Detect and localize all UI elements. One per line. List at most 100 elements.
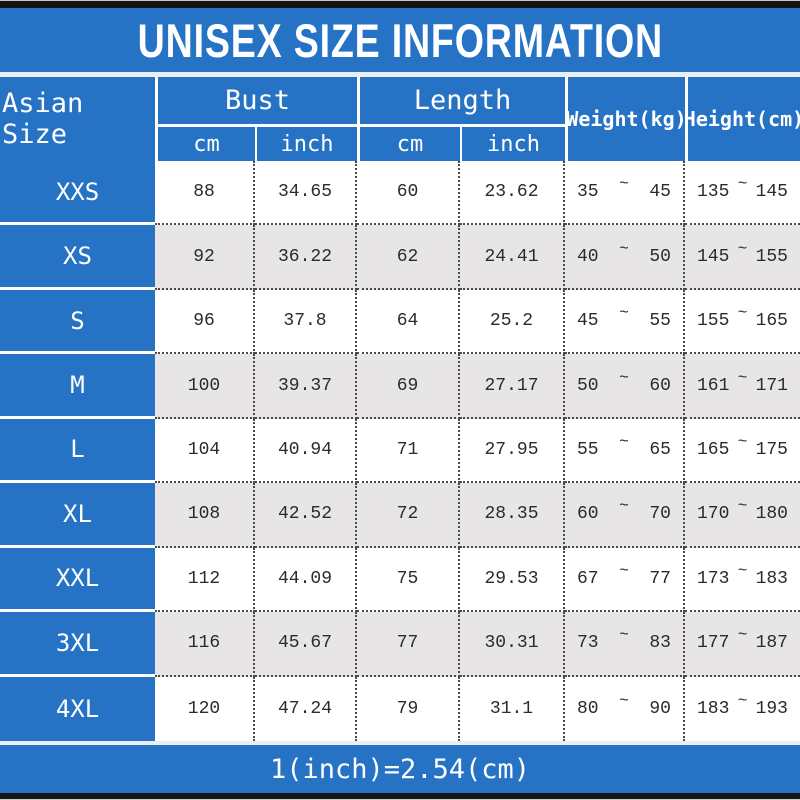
header-asian-size: Asian Size xyxy=(2,88,84,150)
length-cm-value: 72 xyxy=(357,483,460,548)
conversion-note: 1(inch)=2.54(cm) xyxy=(269,753,531,785)
tilde-separator: ~ xyxy=(619,368,629,387)
header-length: Length xyxy=(357,77,565,124)
length-inch-value: 25.2 xyxy=(460,289,565,355)
bust-inch-value: 44.09 xyxy=(255,547,357,613)
height-range: 173 ~ 183 xyxy=(685,547,800,613)
bust-cm-value: 120 xyxy=(155,676,255,741)
header-bust: Bust xyxy=(155,77,357,124)
weight-max: 70 xyxy=(649,504,671,525)
tilde-separator: ~ xyxy=(737,626,748,645)
tilde-separator: ~ xyxy=(619,304,629,323)
header-length-cm: cm xyxy=(357,124,460,161)
size-label: M xyxy=(0,354,155,419)
height-range: 183 ~ 193 xyxy=(685,676,800,741)
bust-inch-value: 40.94 xyxy=(255,418,357,484)
size-label: L xyxy=(0,418,155,484)
tilde-separator: ~ xyxy=(737,239,748,258)
bust-inch-value: 34.65 xyxy=(255,161,357,226)
header-length-inch: inch xyxy=(460,124,565,161)
bust-inch-value: 36.22 xyxy=(255,225,357,290)
tilde-separator: ~ xyxy=(737,561,748,580)
weight-range: 50 ~ 60 xyxy=(565,354,685,419)
length-cm-value: 60 xyxy=(357,161,460,226)
bust-cm-value: 92 xyxy=(155,225,255,290)
weight-min: 45 xyxy=(577,311,599,332)
table-row: M 100 39.37 69 27.17 50 ~ 60 161 ~ 171 xyxy=(0,354,800,419)
weight-range: 60 ~ 70 xyxy=(565,483,685,548)
tilde-separator: ~ xyxy=(737,691,748,710)
height-min: 177 xyxy=(697,633,730,654)
height-max: 180 xyxy=(755,504,788,525)
height-min: 145 xyxy=(697,246,730,267)
table-row: XXS 88 34.65 60 23.62 35 ~ 45 135 ~ 145 xyxy=(0,161,800,226)
weight-min: 55 xyxy=(577,439,599,460)
length-inch-value: 29.53 xyxy=(460,547,565,613)
size-label: S xyxy=(0,289,155,355)
title-header-divider xyxy=(0,72,800,77)
height-min: 165 xyxy=(697,439,730,460)
bottom-border-strip xyxy=(0,793,800,800)
height-range: 170 ~ 180 xyxy=(685,483,800,548)
height-min: 170 xyxy=(697,504,730,525)
weight-min: 73 xyxy=(577,633,599,654)
weight-min: 40 xyxy=(577,246,599,267)
bust-cm-value: 104 xyxy=(155,418,255,484)
size-label: XXS xyxy=(0,161,155,226)
length-inch-value: 30.31 xyxy=(460,612,565,677)
height-max: 175 xyxy=(755,439,788,460)
footer-band: 1(inch)=2.54(cm) xyxy=(0,745,800,793)
weight-max: 90 xyxy=(649,698,671,719)
length-inch-value: 31.1 xyxy=(460,676,565,741)
height-max: 145 xyxy=(755,182,788,203)
tilde-separator: ~ xyxy=(619,239,629,258)
weight-max: 55 xyxy=(649,311,671,332)
tilde-separator: ~ xyxy=(619,561,629,580)
height-min: 161 xyxy=(697,375,730,396)
height-range: 161 ~ 171 xyxy=(685,354,800,419)
length-cm-value: 79 xyxy=(357,676,460,741)
header-height: Height(cm) xyxy=(684,77,800,161)
height-max: 193 xyxy=(755,698,788,719)
table-row: XL 108 42.52 72 28.35 60 ~ 70 170 ~ 180 xyxy=(0,483,800,548)
bust-inch-value: 39.37 xyxy=(255,354,357,419)
height-max: 165 xyxy=(755,311,788,332)
weight-max: 65 xyxy=(649,439,671,460)
bust-inch-value: 37.8 xyxy=(255,289,357,355)
height-min: 173 xyxy=(697,568,730,589)
length-inch-value: 24.41 xyxy=(460,225,565,290)
length-inch-value: 23.62 xyxy=(460,161,565,226)
table-body: XXS 88 34.65 60 23.62 35 ~ 45 135 ~ 145 … xyxy=(0,161,800,741)
height-max: 171 xyxy=(755,375,788,396)
height-max: 155 xyxy=(755,246,788,267)
length-cm-value: 62 xyxy=(357,225,460,290)
length-cm-value: 71 xyxy=(357,418,460,484)
bust-cm-value: 112 xyxy=(155,547,255,613)
bust-inch-value: 47.24 xyxy=(255,676,357,741)
bust-inch-value: 42.52 xyxy=(255,483,357,548)
header-weight: Weight(kg) xyxy=(565,77,687,161)
header-bust-inch: inch xyxy=(255,124,357,161)
length-cm-value: 75 xyxy=(357,547,460,613)
weight-range: 40 ~ 50 xyxy=(565,225,685,290)
bust-cm-value: 88 xyxy=(155,161,255,226)
size-label: XS xyxy=(0,225,155,290)
weight-max: 83 xyxy=(649,633,671,654)
size-label: 3XL xyxy=(0,612,155,677)
height-min: 183 xyxy=(697,698,730,719)
height-range: 155 ~ 165 xyxy=(685,289,800,355)
tilde-separator: ~ xyxy=(619,497,629,516)
top-border-strip xyxy=(0,0,800,8)
height-range: 177 ~ 187 xyxy=(685,612,800,677)
title-band: UNISEX SIZE INFORMATION xyxy=(0,8,800,72)
tilde-separator: ~ xyxy=(737,497,748,516)
bust-cm-value: 116 xyxy=(155,612,255,677)
weight-min: 60 xyxy=(577,504,599,525)
bust-cm-value: 108 xyxy=(155,483,255,548)
bust-inch-value: 45.67 xyxy=(255,612,357,677)
weight-min: 50 xyxy=(577,375,599,396)
tilde-separator: ~ xyxy=(619,691,629,710)
bust-cm-value: 100 xyxy=(155,354,255,419)
weight-range: 45 ~ 55 xyxy=(565,289,685,355)
